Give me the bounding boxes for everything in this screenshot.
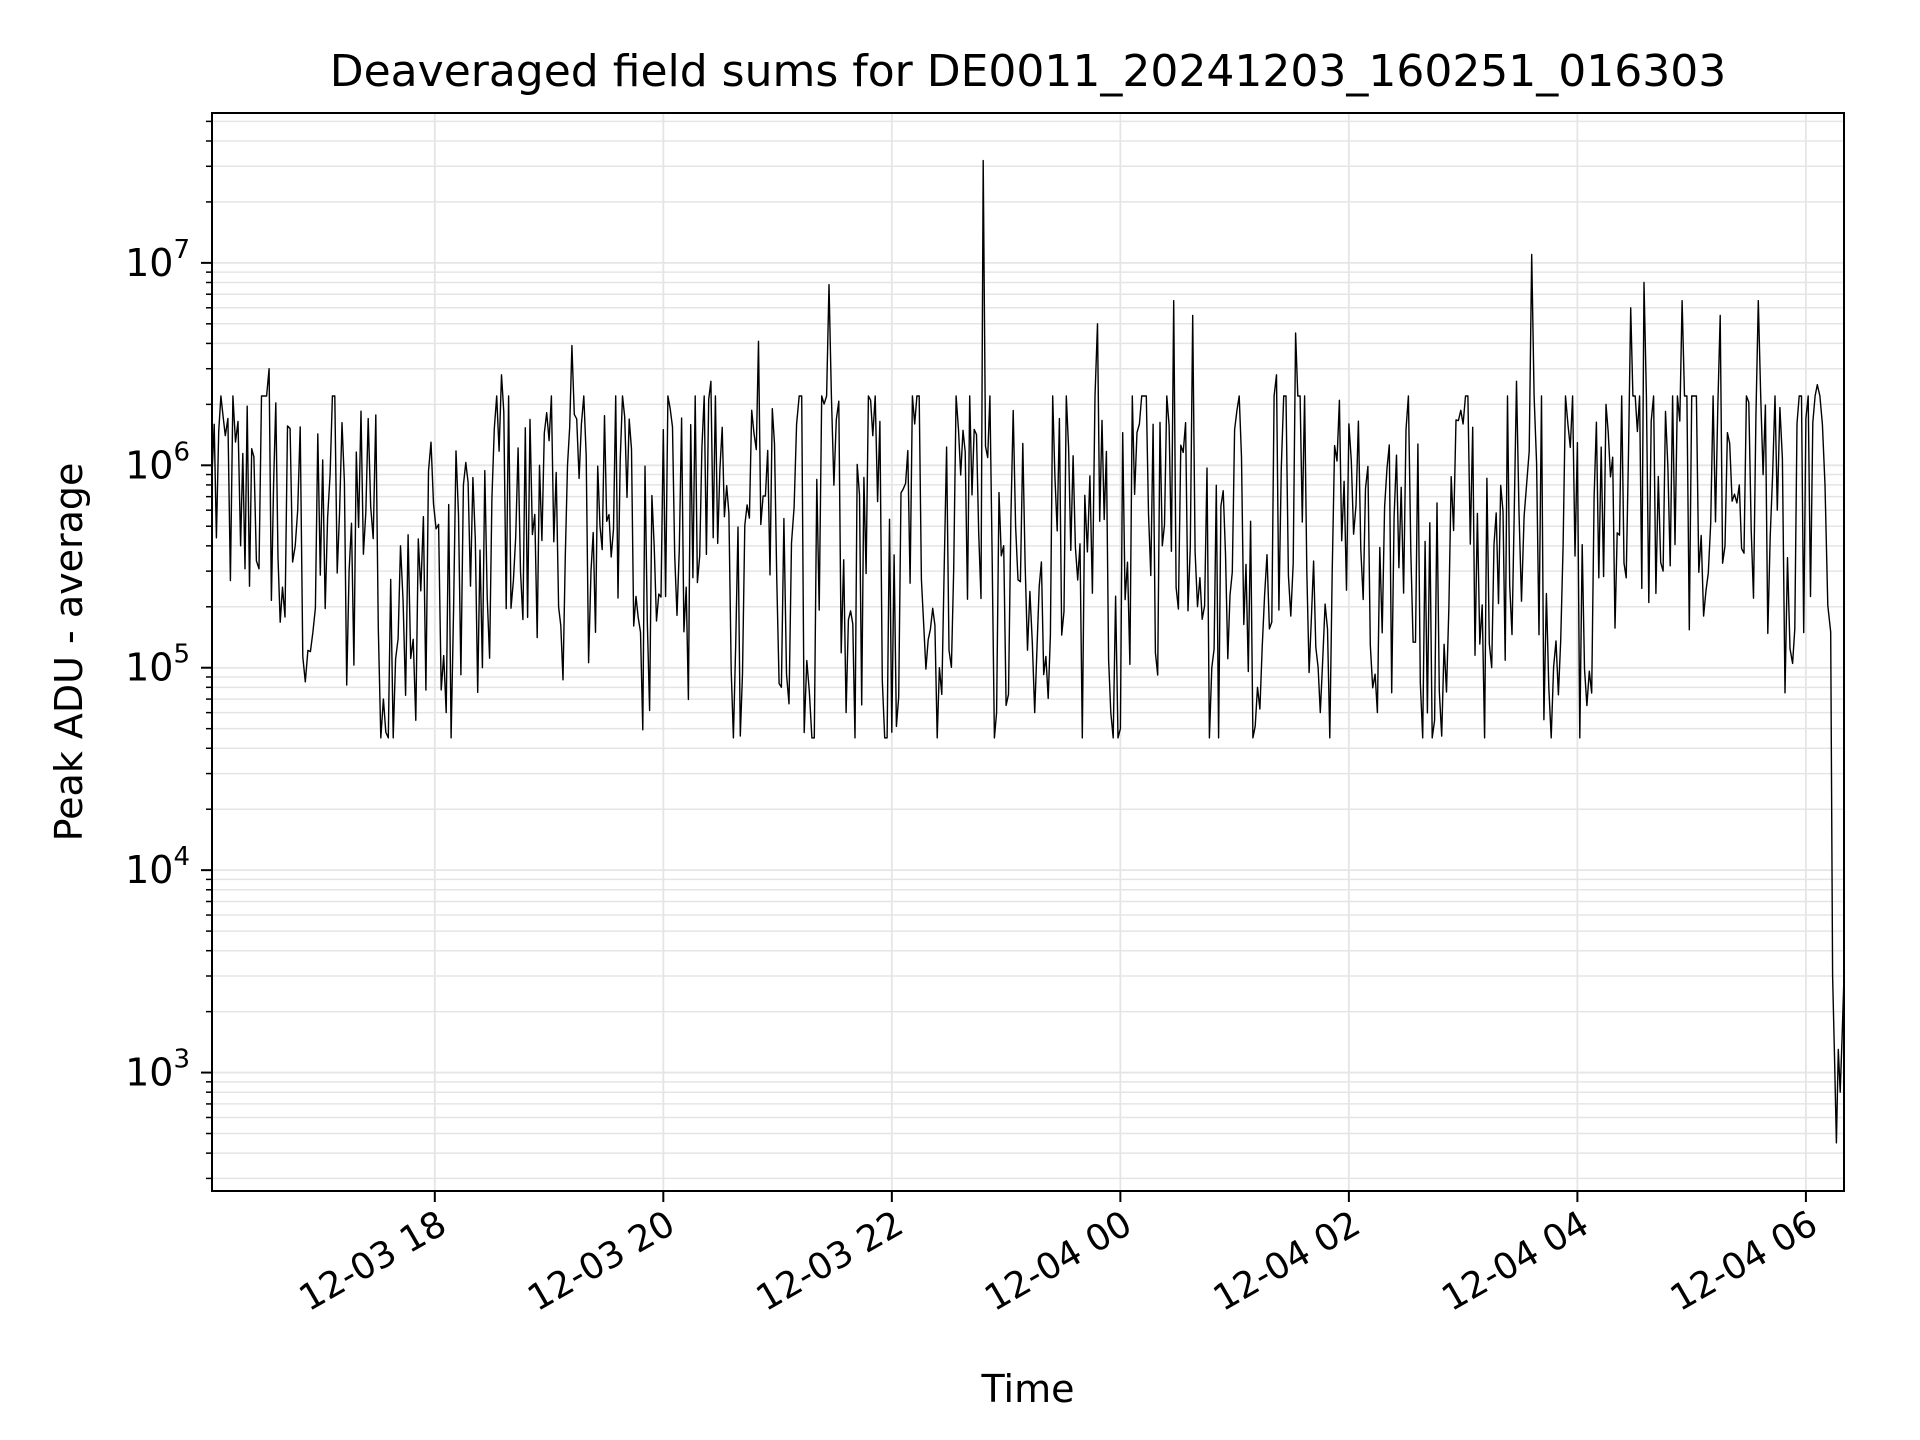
minor-gridlines (212, 120, 1844, 1180)
plot-frame (211, 112, 1845, 1192)
y-tick-label: 103 (125, 1045, 190, 1095)
series-line (211, 159, 1845, 1144)
y-axis-label: Peak ADU - average (47, 463, 91, 842)
y-axis: 103 104 105 106 107 (125, 120, 212, 1180)
y-tick-label: 105 (125, 640, 190, 690)
major-gridlines (212, 113, 1844, 1191)
chart-title: Deaveraged field sums for DE0011_2024120… (330, 46, 1727, 97)
y-tick-label: 104 (125, 842, 190, 892)
y-tick-label: 106 (125, 437, 190, 487)
x-axis-label: Time (981, 1367, 1075, 1411)
y-tick-label: 107 (125, 235, 190, 285)
